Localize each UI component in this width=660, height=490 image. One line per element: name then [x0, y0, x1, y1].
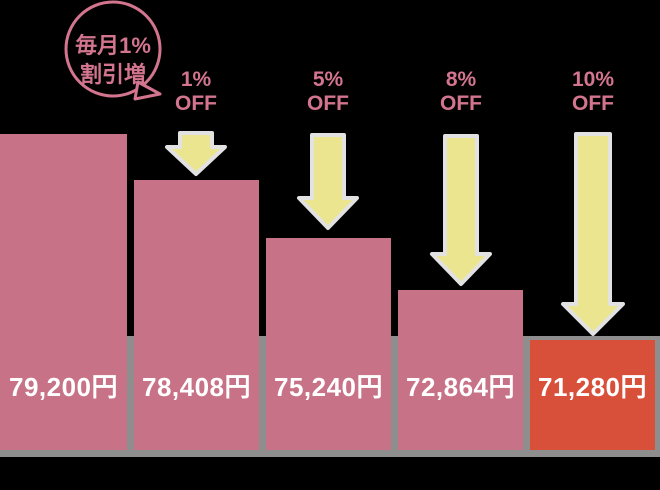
discount-percent: 8% [445, 68, 477, 91]
discount-off: OFF [175, 92, 217, 115]
discount-label-3: 8% OFF [411, 68, 511, 116]
discount-label-1: 1% OFF [146, 68, 246, 116]
price-label: 78,408円 [141, 372, 252, 402]
discount-off: OFF [440, 92, 482, 115]
down-arrow-icon-4 [561, 132, 625, 336]
discount-off: OFF [572, 92, 614, 115]
badge-line-1: 毎月1% [75, 33, 151, 58]
down-arrow-icon-2 [297, 133, 359, 230]
down-arrow-icon-3 [430, 134, 492, 286]
price-bar-1: 79,200円 [0, 134, 127, 450]
discount-percent: 10% [571, 68, 615, 91]
discount-percent: 5% [312, 68, 344, 91]
price-bar-4: 72,864円 [398, 290, 523, 450]
discount-label-2: 5% OFF [278, 68, 378, 116]
price-label: 79,200円 [8, 372, 119, 402]
price-bar-3: 75,240円 [266, 238, 391, 450]
price-bar-5-highlight: 71,280円 [530, 340, 655, 450]
discount-label-4: 10% OFF [543, 68, 643, 116]
price-bar-2: 78,408円 [134, 180, 259, 450]
badge-line-2: 割引増 [79, 62, 146, 87]
discount-percent: 1% [180, 68, 212, 91]
price-label: 75,240円 [273, 372, 384, 402]
price-label: 71,280円 [537, 372, 648, 402]
price-label: 72,864円 [405, 372, 516, 402]
discount-off: OFF [307, 92, 349, 115]
down-arrow-icon-1 [165, 131, 227, 176]
